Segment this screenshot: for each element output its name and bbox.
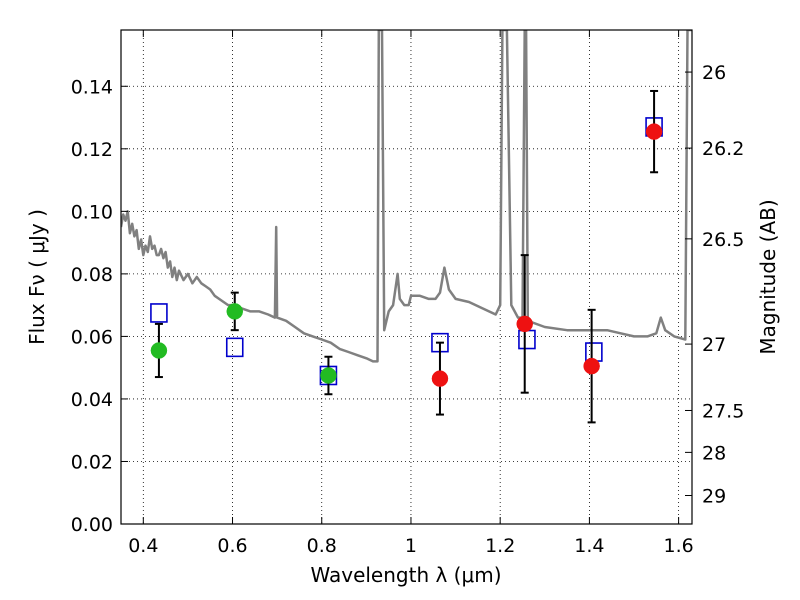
y2-tick-label: 29: [702, 485, 726, 507]
y2-tick-label: 28: [702, 442, 726, 464]
green-detection-point: [150, 342, 168, 359]
x-tick-label: 0.4: [128, 535, 158, 557]
y-tick-label: 0.14: [71, 76, 113, 98]
y-tick-label: 0.00: [71, 514, 113, 536]
y2-tick-label: 26.5: [702, 229, 744, 251]
y2-tick-label: 27.5: [702, 400, 744, 422]
x-tick-label: 1: [405, 535, 417, 557]
marker-layer: [150, 89, 663, 424]
x-tick-label: 1.4: [574, 535, 604, 557]
x-tick-label: 0.6: [217, 535, 247, 557]
y-tick-label: 0.12: [71, 139, 113, 161]
y-axis-label: Flux Fν ( μJy ): [25, 209, 49, 345]
plot-frame: [120, 29, 693, 525]
x-tick-label: 0.8: [307, 535, 337, 557]
red-detection-point: [516, 315, 533, 333]
spectrum-layer: [121, 30, 692, 363]
red-detection-point: [431, 370, 449, 387]
x-tick-label: 1.6: [664, 535, 694, 557]
y-tick-label: 0.04: [71, 389, 113, 411]
y2-tick-label: 26.2: [702, 138, 744, 160]
x-axis-label: Wavelength λ (μm): [310, 563, 501, 587]
tick-layer: 0.4 0.6 0.8 1 1.2 1.4 1.6 0.00 0.02 0.04 0.06 0.08 0…: [71, 30, 744, 557]
y-tick-label: 0.06: [71, 326, 113, 348]
y-tick-label: 0.08: [71, 264, 113, 286]
red-detection-point: [583, 357, 600, 375]
red-detection-point: [645, 123, 663, 140]
model-flux-square: [225, 337, 244, 358]
y-tick-label: 0.10: [71, 201, 113, 223]
green-detection-point: [320, 367, 337, 384]
y2-tick-label: 27: [702, 334, 726, 356]
y2-axis-label: Magnitude (AB): [756, 199, 780, 354]
model-flux-square: [150, 303, 168, 323]
model-spectrum-line: [121, 30, 692, 363]
y2-tick-label: 26: [702, 62, 726, 84]
y-tick-label: 0.02: [71, 451, 113, 473]
x-tick-label: 1.2: [485, 535, 515, 557]
green-detection-point: [226, 303, 244, 320]
